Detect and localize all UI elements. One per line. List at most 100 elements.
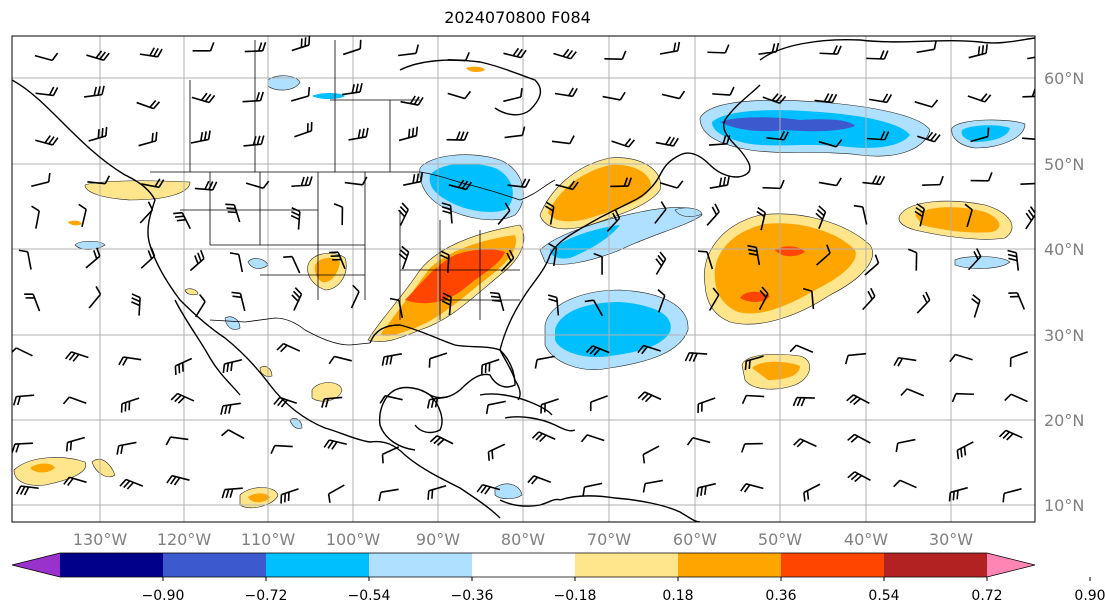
coast-south-america bbox=[559, 495, 701, 522]
border-canada-prov bbox=[189, 40, 420, 172]
wind-barb bbox=[15, 485, 39, 496]
wind-barb bbox=[956, 441, 974, 460]
coast-baja bbox=[174, 299, 241, 396]
wind-barb bbox=[476, 483, 501, 495]
contour-shading bbox=[13, 66, 1026, 509]
wind-barb bbox=[507, 178, 531, 188]
wind-barb bbox=[78, 203, 87, 228]
colorbar-tick-label: −0.18 bbox=[554, 588, 597, 604]
latitude-label: 40°N bbox=[1044, 240, 1084, 259]
wind-barb bbox=[229, 252, 244, 273]
wind-barb bbox=[118, 356, 142, 366]
colorbar-tick-label: 0.36 bbox=[765, 588, 796, 604]
latitude-label: 60°N bbox=[1044, 69, 1084, 88]
longitude-label: 70°W bbox=[587, 530, 631, 549]
wind-barb bbox=[170, 392, 195, 404]
wind-barb bbox=[119, 478, 144, 490]
wind-barb bbox=[447, 51, 470, 62]
wind-barb bbox=[244, 42, 267, 53]
wind-barb bbox=[686, 436, 711, 446]
colorbar-tick-label: 0.90 bbox=[1074, 588, 1105, 604]
coast-canada-east bbox=[679, 84, 761, 178]
longitude-label: 90°W bbox=[416, 530, 460, 549]
wind-barb bbox=[62, 396, 87, 405]
border-state-2 bbox=[399, 210, 520, 320]
wind-barb bbox=[747, 244, 761, 266]
wind-barb bbox=[655, 251, 667, 275]
wind-barb bbox=[971, 294, 981, 318]
wind-barb bbox=[708, 134, 731, 146]
wind-barb bbox=[140, 247, 156, 269]
contour-warm-small2 bbox=[259, 366, 273, 377]
wind-barb bbox=[602, 91, 626, 101]
wind-barb bbox=[758, 42, 780, 55]
wind-barb bbox=[657, 289, 666, 313]
latitude-label: 20°N bbox=[1044, 411, 1084, 430]
wind-barb bbox=[398, 126, 419, 142]
wind-barb bbox=[85, 247, 101, 269]
wind-barb bbox=[758, 286, 769, 311]
contour-cold-s2 bbox=[312, 93, 345, 99]
coast-hudson bbox=[399, 59, 542, 116]
wind-barb bbox=[914, 99, 939, 108]
longitude-label: 120°W bbox=[157, 530, 212, 549]
contour-cold-s8 bbox=[289, 418, 303, 429]
longitude-label: 100°W bbox=[326, 530, 381, 549]
wind-barb bbox=[819, 45, 842, 55]
wind-barb bbox=[697, 250, 714, 270]
wind-barb bbox=[582, 482, 603, 497]
coast-panama bbox=[499, 498, 561, 507]
wind-barb bbox=[762, 179, 785, 190]
wind-barb bbox=[967, 248, 982, 271]
wind-barb bbox=[120, 397, 140, 413]
wind-barb bbox=[290, 207, 301, 230]
wind-barb bbox=[273, 396, 298, 408]
wind-barb bbox=[139, 47, 163, 58]
wind-barb bbox=[740, 442, 763, 453]
wind-barb bbox=[916, 291, 931, 314]
contour-cold-wa-mid bbox=[555, 302, 671, 358]
wind-barb bbox=[642, 445, 660, 464]
wind-barb bbox=[12, 347, 33, 357]
longitude-label: 130°W bbox=[73, 530, 128, 549]
wind-barb bbox=[922, 175, 944, 186]
coast-yucatan bbox=[414, 394, 443, 434]
wind-barb bbox=[504, 126, 526, 139]
wind-barb bbox=[1008, 292, 1026, 310]
contour-warm-east-mid bbox=[915, 207, 1000, 233]
wind-barb bbox=[606, 209, 621, 232]
colorbar-outline bbox=[11, 552, 1036, 578]
wind-barb bbox=[342, 82, 363, 96]
colorbar-segment bbox=[60, 553, 164, 577]
coast-east-us bbox=[499, 154, 681, 351]
wind-barb bbox=[1002, 488, 1022, 503]
wind-barb bbox=[400, 95, 424, 106]
wind-barb bbox=[740, 483, 764, 493]
longitude-label: 110°W bbox=[241, 530, 296, 549]
wind-barb bbox=[1027, 56, 1035, 60]
wind-barb bbox=[654, 201, 667, 224]
wind-barb bbox=[291, 287, 303, 311]
wind-barb bbox=[756, 206, 767, 231]
wind-barb bbox=[291, 176, 313, 188]
wind-barb bbox=[684, 351, 708, 362]
wind-barb bbox=[141, 178, 165, 189]
contour-warm-pac4 bbox=[311, 382, 343, 402]
colorbar-extend-low bbox=[12, 553, 60, 577]
wind-barb bbox=[31, 205, 40, 229]
wind-barb bbox=[814, 93, 838, 104]
wind-barb bbox=[540, 398, 559, 414]
wind-barb bbox=[1009, 351, 1028, 367]
contour-cold-lab-inner bbox=[720, 117, 855, 132]
wind-barb bbox=[655, 136, 679, 147]
wind-barb bbox=[744, 355, 764, 371]
wind-barb bbox=[503, 47, 527, 59]
wind-barb bbox=[864, 254, 880, 276]
coast-greenland bbox=[759, 37, 1035, 61]
colorbar: −0.90 −0.72 −0.54 −0.36 −0.18 0.18 0.36 0.54 0.7… bbox=[11, 552, 1105, 604]
contour-warm-sub-mid bbox=[752, 361, 800, 380]
wind-barb bbox=[862, 287, 876, 311]
wind-barb bbox=[661, 90, 686, 100]
wind-barb bbox=[138, 131, 158, 147]
wind-barb bbox=[231, 291, 246, 312]
